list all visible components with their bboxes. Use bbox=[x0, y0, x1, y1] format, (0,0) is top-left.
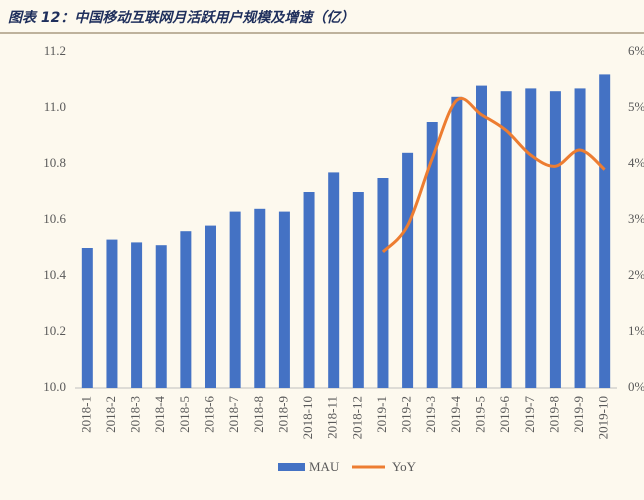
x-tick-label: 2018-6 bbox=[201, 396, 216, 433]
x-tick-label: 2019-8 bbox=[546, 396, 561, 433]
bar bbox=[278, 211, 290, 388]
bar bbox=[328, 172, 340, 388]
legend-label: YoY bbox=[392, 459, 417, 474]
bar bbox=[426, 122, 438, 388]
bar bbox=[254, 208, 266, 388]
bar bbox=[131, 242, 143, 388]
x-tick-label: 2019-7 bbox=[522, 396, 537, 433]
legend-label: MAU bbox=[309, 459, 340, 474]
y2-tick-label: 2% bbox=[628, 267, 644, 282]
y-tick-label: 11.0 bbox=[44, 99, 66, 114]
y-tick-label: 11.2 bbox=[44, 43, 66, 58]
bar bbox=[180, 231, 192, 388]
bar bbox=[303, 192, 315, 388]
x-tick-label: 2019-3 bbox=[423, 396, 438, 433]
x-tick-label: 2018-5 bbox=[177, 396, 192, 433]
x-tick-label: 2019-5 bbox=[472, 396, 487, 433]
y-tick-label: 10.8 bbox=[43, 155, 66, 170]
y-tick-label: 10.4 bbox=[43, 267, 66, 282]
y-tick-label: 10.0 bbox=[43, 379, 66, 394]
bar bbox=[549, 91, 561, 388]
x-tick-label: 2018-3 bbox=[128, 396, 143, 433]
line bbox=[381, 96, 606, 254]
y2-tick-label: 0% bbox=[628, 379, 644, 394]
bar bbox=[81, 248, 93, 388]
bar bbox=[402, 152, 414, 388]
bar bbox=[451, 96, 463, 389]
bar bbox=[229, 211, 241, 388]
bar bbox=[525, 88, 537, 389]
x-tick-label: 2018-9 bbox=[275, 396, 290, 433]
x-tick-label: 2018-2 bbox=[103, 396, 118, 433]
bar bbox=[155, 245, 167, 388]
bar bbox=[500, 91, 512, 388]
x-tick-label: 2019-6 bbox=[497, 396, 512, 433]
x-tick-label: 2019-10 bbox=[596, 396, 611, 439]
y2-tick-label: 1% bbox=[628, 323, 644, 338]
x-tick-label: 2019-9 bbox=[571, 396, 586, 433]
y2-tick-label: 6% bbox=[628, 43, 644, 58]
x-tick-label: 2018-12 bbox=[349, 396, 364, 439]
bar bbox=[106, 239, 118, 388]
bar bbox=[205, 225, 216, 388]
y2-tick-label: 3% bbox=[628, 211, 644, 226]
x-tick-label: 2018-7 bbox=[226, 396, 241, 433]
x-tick-label: 2019-2 bbox=[399, 396, 414, 433]
legend-swatch bbox=[278, 463, 305, 471]
x-tick-label: 2018-10 bbox=[300, 396, 315, 439]
bar bbox=[599, 74, 611, 389]
bar bbox=[574, 88, 586, 389]
bar bbox=[352, 192, 364, 388]
bar bbox=[377, 178, 389, 388]
x-tick-label: 2019-1 bbox=[374, 396, 389, 433]
y2-tick-label: 4% bbox=[628, 155, 644, 170]
x-tick-label: 2018-8 bbox=[251, 396, 266, 433]
y-tick-label: 10.2 bbox=[43, 323, 66, 338]
x-tick-label: 2018-11 bbox=[325, 396, 340, 439]
chart-title: 图表 12：中国移动互联网月活跃用户规模及增速（亿） bbox=[8, 9, 354, 26]
y2-tick-label: 5% bbox=[628, 99, 644, 114]
y-tick-label: 10.6 bbox=[43, 211, 66, 226]
x-tick-label: 2019-4 bbox=[448, 396, 463, 433]
x-tick-label: 2018-1 bbox=[78, 396, 93, 433]
bar bbox=[476, 85, 487, 388]
x-tick-label: 2018-4 bbox=[152, 396, 167, 433]
